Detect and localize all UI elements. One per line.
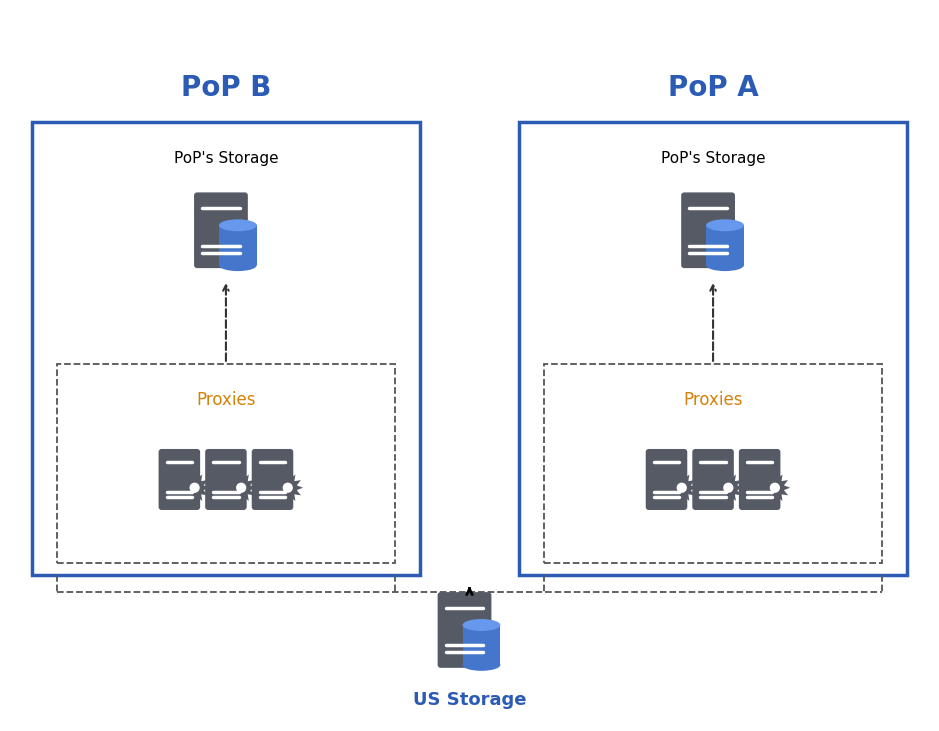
Text: PoP A: PoP A (668, 74, 759, 102)
Ellipse shape (463, 619, 500, 631)
Ellipse shape (463, 659, 500, 671)
FancyBboxPatch shape (692, 449, 734, 510)
Ellipse shape (219, 260, 256, 271)
FancyBboxPatch shape (681, 192, 735, 268)
Text: PoP's Storage: PoP's Storage (661, 151, 765, 166)
FancyBboxPatch shape (32, 122, 420, 575)
FancyBboxPatch shape (205, 449, 247, 510)
Text: PoP B: PoP B (180, 74, 271, 102)
FancyBboxPatch shape (646, 449, 687, 510)
Ellipse shape (706, 219, 744, 231)
Circle shape (770, 482, 780, 493)
FancyBboxPatch shape (519, 122, 907, 575)
Bar (219, 225, 256, 265)
Polygon shape (713, 472, 744, 503)
Polygon shape (226, 472, 256, 503)
Circle shape (190, 482, 200, 493)
Circle shape (677, 482, 686, 493)
FancyBboxPatch shape (194, 192, 248, 268)
Text: Proxies: Proxies (196, 390, 255, 409)
Polygon shape (760, 472, 790, 503)
FancyBboxPatch shape (252, 449, 293, 510)
Ellipse shape (219, 219, 256, 231)
Circle shape (723, 482, 733, 493)
Bar (463, 625, 500, 665)
Polygon shape (179, 472, 209, 503)
Text: US Storage: US Storage (413, 691, 526, 709)
Text: PoP's Storage: PoP's Storage (174, 151, 278, 166)
Circle shape (283, 482, 293, 493)
Bar (706, 225, 744, 265)
Ellipse shape (706, 260, 744, 271)
Polygon shape (272, 472, 303, 503)
FancyBboxPatch shape (159, 449, 200, 510)
Polygon shape (667, 472, 697, 503)
Circle shape (236, 482, 246, 493)
FancyBboxPatch shape (438, 592, 491, 668)
Text: Proxies: Proxies (684, 390, 743, 409)
FancyBboxPatch shape (739, 449, 780, 510)
